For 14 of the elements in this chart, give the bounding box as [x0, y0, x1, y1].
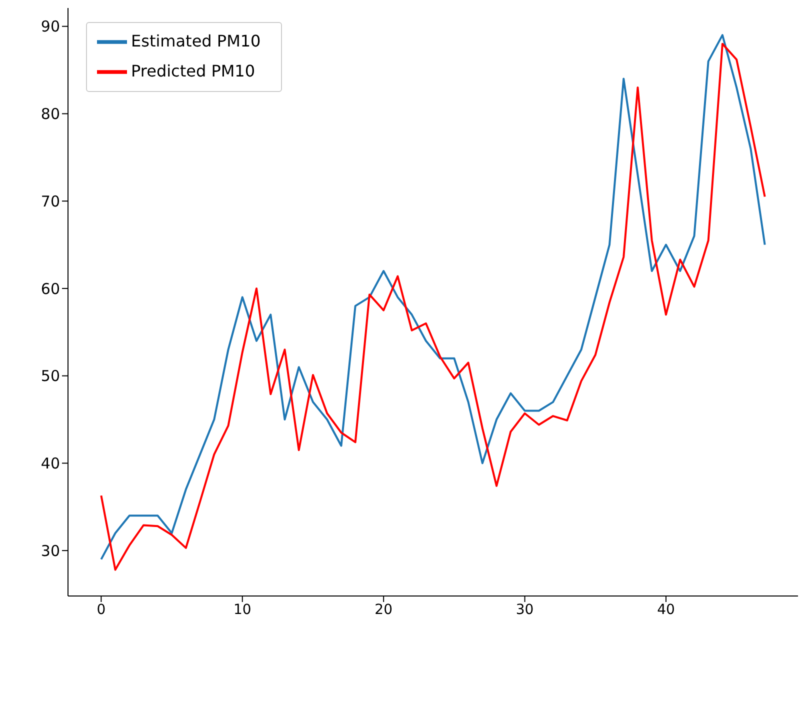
x-tick-label: 30 — [516, 602, 534, 618]
y-tick-label: 40 — [40, 454, 60, 473]
y-tick-label: 60 — [40, 280, 60, 298]
legend-label: Estimated PM10 — [131, 31, 261, 50]
x-tick-label: 10 — [233, 602, 252, 618]
y-tick-label: 80 — [40, 105, 60, 124]
y-tick-label: 90 — [40, 18, 60, 36]
x-tick-label: 40 — [657, 602, 675, 618]
y-tick-label: 30 — [40, 542, 60, 560]
y-tick-label: 70 — [40, 192, 60, 210]
legend-label: Predicted PM10 — [131, 61, 256, 80]
y-tick-label: 50 — [40, 367, 60, 386]
x-tick-label: 20 — [374, 602, 392, 618]
x-tick-label: 0 — [96, 602, 106, 618]
